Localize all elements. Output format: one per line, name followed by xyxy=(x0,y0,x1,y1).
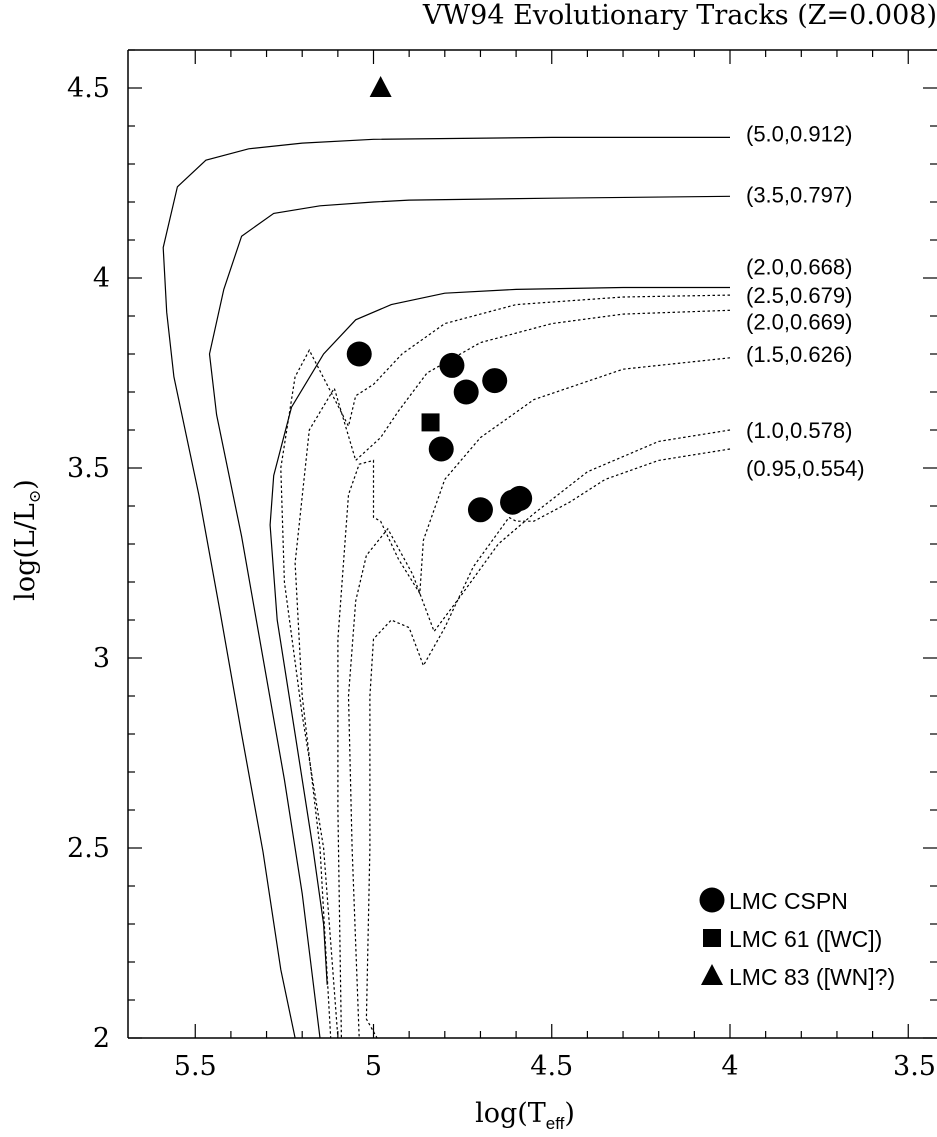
chart-title: VW94 Evolutionary Tracks (Z=0.008) xyxy=(422,0,937,31)
track-label: (2.5,0.679) xyxy=(746,283,852,308)
cspn-marker xyxy=(482,368,508,394)
evolutionary-track xyxy=(365,448,731,1039)
y-tick-label: 4 xyxy=(93,263,110,294)
track-label: (5.0,0.912) xyxy=(746,122,852,147)
evolutionary-track xyxy=(280,294,731,1039)
cspn-marker xyxy=(346,341,372,367)
track-label: (3.5,0.797) xyxy=(746,182,852,207)
legend-symbol xyxy=(703,929,721,947)
wn-marker xyxy=(369,76,392,97)
x-tick-label: 5 xyxy=(365,1051,382,1082)
wc-marker xyxy=(421,413,440,432)
track-label: (0.95,0.554) xyxy=(746,456,865,481)
track-label: (2.0,0.669) xyxy=(746,310,852,335)
evolutionary-track xyxy=(269,286,730,985)
legend-label: LMC 83 ([WN]?) xyxy=(729,964,895,990)
axis-ticks xyxy=(128,49,937,1039)
evolutionary-track xyxy=(337,357,731,1039)
x-tick-label: 5.5 xyxy=(174,1051,217,1082)
y-tick-label: 3 xyxy=(93,643,110,674)
evolutionary-track xyxy=(347,429,731,1039)
legend-label: LMC 61 ([WC]) xyxy=(729,926,882,952)
x-tick-label: 3.5 xyxy=(893,1051,936,1082)
axis-tick-labels: 5.5 5 4.5 4 3.5 2 2.5 3 3.5 4 4.5 xyxy=(67,73,936,1082)
evolutionary-track xyxy=(162,136,730,1039)
legend-symbol xyxy=(701,964,723,985)
x-tick-label: 4 xyxy=(721,1051,738,1082)
legend-label: LMC CSPN xyxy=(729,888,848,914)
track-labels: (5.0,0.912) (3.5,0.797) (2.0,0.668) (2.5,0.… xyxy=(746,122,865,481)
track-label: (1.5,0.626) xyxy=(746,342,852,367)
evolutionary-track xyxy=(208,195,731,1039)
y-tick-label: 3.5 xyxy=(67,453,110,484)
y-tick-label: 4.5 xyxy=(67,73,110,104)
track-label: (2.0,0.668) xyxy=(746,255,852,280)
cspn-marker xyxy=(467,497,493,523)
y-tick-label: 2 xyxy=(93,1023,110,1054)
x-axis-label: log(Teff) xyxy=(475,1098,575,1133)
legend-symbol xyxy=(699,887,725,913)
data-markers xyxy=(346,76,533,523)
y-tick-label: 2.5 xyxy=(67,833,110,864)
cspn-marker xyxy=(439,352,465,378)
cspn-marker xyxy=(507,485,533,511)
y-axis-label: log(L/L⊙) xyxy=(10,479,44,601)
evolutionary-track xyxy=(294,309,731,1039)
cspn-marker xyxy=(453,379,479,405)
track-label: (1.0,0.578) xyxy=(746,418,852,443)
cspn-marker xyxy=(428,436,454,462)
evolutionary-tracks xyxy=(162,136,731,1039)
x-tick-label: 4.5 xyxy=(530,1051,573,1082)
legend: LMC CSPN LMC 61 ([WC]) LMC 83 ([WN]?) xyxy=(699,887,895,990)
